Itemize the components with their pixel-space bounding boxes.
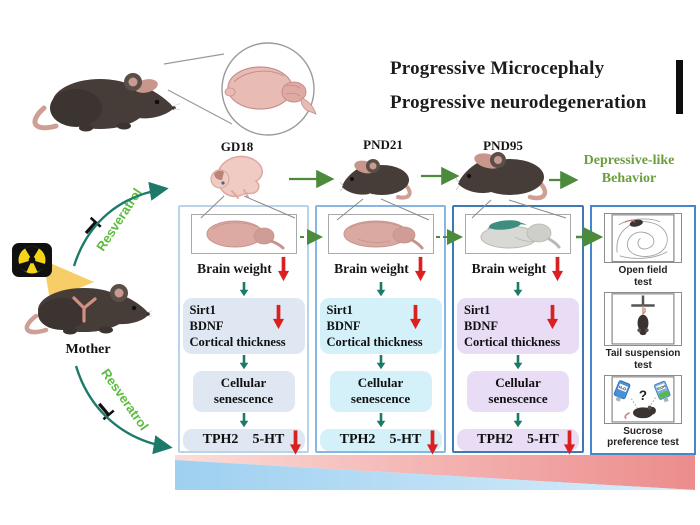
panel-gd18: Brain weight Sirt1 BDNF Cortical thickne… bbox=[178, 205, 309, 455]
tail-suspension-caption: Tail suspension test bbox=[605, 348, 681, 371]
inhibition-symbol-bottom: T bbox=[90, 395, 119, 425]
stage-label-gd18: GD18 bbox=[220, 139, 254, 154]
adult-mouse-pnd95-icon bbox=[456, 152, 548, 201]
marker-sirt1: Sirt1 bbox=[464, 302, 491, 317]
red-down-arrow-icon bbox=[414, 257, 426, 282]
senescence-line1: Cellular bbox=[495, 374, 541, 390]
marker-bdnf: BDNF bbox=[464, 318, 499, 333]
markers-box: Sirt1 BDNF Cortical thickness bbox=[457, 297, 579, 354]
behavior-outcome-line1: Depressive-like bbox=[583, 153, 675, 168]
brain-weight-label: Brain weight bbox=[471, 261, 547, 277]
gradient-wedge bbox=[175, 455, 695, 490]
panel-pnd21: Brain weight Sirt1 BDNF Cortical thickne… bbox=[315, 205, 446, 455]
teal-down-arrow-icon bbox=[513, 354, 523, 370]
gray-brain-teal-icon bbox=[480, 220, 561, 249]
title-line-1: Progressive Microcephaly bbox=[390, 58, 605, 79]
brain-thumbnail-gd18 bbox=[190, 214, 297, 255]
marker-sirt1: Sirt1 bbox=[189, 302, 216, 317]
red-down-arrow-icon bbox=[409, 304, 421, 329]
marker-cortical: Cortical thickness bbox=[326, 334, 423, 349]
marker-sirt1: Sirt1 bbox=[326, 302, 353, 317]
serotonin-label: 5-HT bbox=[389, 432, 422, 448]
marker-cortical: Cortical thickness bbox=[189, 334, 286, 349]
tph2-5ht-box: TPH2 5-HT bbox=[182, 429, 305, 455]
adult-mouse-icon bbox=[32, 73, 180, 132]
title-accent-bar bbox=[676, 60, 683, 114]
teal-down-arrow-icon bbox=[376, 354, 385, 370]
senescence-line2: senescence bbox=[350, 391, 411, 407]
tph2-label: TPH2 bbox=[339, 432, 376, 448]
mother-label: Mother bbox=[65, 342, 111, 357]
senescence-box: Cellular senescence bbox=[467, 370, 569, 413]
pink-brain-icon bbox=[343, 220, 423, 250]
senescence-line1: Cellular bbox=[220, 374, 267, 390]
serotonin-label: 5-HT bbox=[252, 432, 285, 448]
teal-down-arrow-icon bbox=[376, 282, 385, 297]
red-down-arrow-icon bbox=[289, 430, 301, 455]
pink-brain-icon bbox=[206, 220, 284, 250]
radiation-beam bbox=[43, 260, 94, 300]
fetus-icon bbox=[210, 155, 263, 199]
red-down-arrow-icon bbox=[426, 430, 438, 455]
title-line-2: Progressive neurodegeneration bbox=[390, 92, 647, 113]
behavior-outcome-label: Depressive-like Behavior bbox=[558, 152, 700, 188]
red-down-arrow-icon bbox=[563, 430, 576, 455]
serotonin-label: 5-HT bbox=[526, 432, 559, 448]
marker-bdnf: BDNF bbox=[189, 318, 224, 333]
teal-down-arrow-icon bbox=[513, 282, 523, 297]
brain-weight-label: Brain weight bbox=[197, 261, 272, 277]
svg-text:EtOH: EtOH bbox=[657, 384, 667, 391]
etoh-bottle-icon: EtOH bbox=[653, 381, 671, 403]
sucrose-preference-test-icon: H₂O EtOH ? bbox=[604, 375, 682, 424]
brain-thumbnail-pnd21 bbox=[327, 214, 434, 255]
red-down-arrow-icon bbox=[277, 257, 289, 282]
markers-box: Sirt1 BDNF Cortical thickness bbox=[182, 297, 305, 354]
behavior-tests-panel: Open field test Tail suspension test H₂O bbox=[590, 205, 696, 455]
senescence-box: Cellular senescence bbox=[192, 370, 295, 413]
stage-label-pnd95: PND95 bbox=[483, 138, 523, 153]
open-field-caption: Open field test bbox=[618, 265, 668, 288]
behavior-outcome-line2: Behavior bbox=[601, 171, 657, 187]
teal-down-arrow-icon bbox=[239, 413, 248, 428]
panel-pnd95: Brain weight Sirt1 BDNF Cortical thickne… bbox=[452, 205, 584, 455]
markers-box: Sirt1 BDNF Cortical thickness bbox=[319, 297, 442, 354]
teal-down-arrow-icon bbox=[239, 282, 248, 297]
teal-down-arrow-icon bbox=[513, 413, 523, 428]
brain-thumbnail-pnd95 bbox=[465, 214, 571, 255]
tph2-label: TPH2 bbox=[202, 432, 239, 448]
teal-down-arrow-icon bbox=[376, 413, 385, 428]
sucrose-caption: Sucrose preference test bbox=[607, 425, 679, 449]
svg-text:H₂O: H₂O bbox=[618, 385, 626, 392]
radiation-icon bbox=[12, 243, 52, 277]
tph2-5ht-box: TPH2 5-HT bbox=[457, 429, 579, 455]
stage-label-pnd21: PND21 bbox=[363, 137, 403, 152]
marker-cortical: Cortical thickness bbox=[464, 334, 561, 349]
open-field-test-icon bbox=[604, 213, 682, 264]
tph2-5ht-box: TPH2 5-HT bbox=[319, 429, 442, 455]
red-down-arrow-icon bbox=[552, 257, 564, 282]
teal-down-arrow-icon bbox=[239, 354, 248, 370]
marker-bdnf: BDNF bbox=[326, 318, 361, 333]
red-down-arrow-icon bbox=[546, 304, 559, 329]
question-mark: ? bbox=[639, 388, 647, 403]
tph2-label: TPH2 bbox=[477, 432, 513, 448]
brain-weight-label: Brain weight bbox=[334, 261, 409, 277]
red-down-arrow-icon bbox=[272, 304, 284, 329]
senescence-box: Cellular senescence bbox=[329, 370, 432, 413]
tail-suspension-test-icon bbox=[604, 292, 682, 347]
senescence-line2: senescence bbox=[488, 391, 548, 407]
senescence-line1: Cellular bbox=[357, 374, 404, 390]
mother-mouse-icon bbox=[24, 284, 152, 335]
senescence-line2: senescence bbox=[213, 391, 274, 407]
magnified-brain-icon bbox=[221, 42, 317, 136]
water-bottle-icon: H₂O bbox=[613, 380, 631, 402]
young-mouse-icon bbox=[340, 159, 412, 200]
